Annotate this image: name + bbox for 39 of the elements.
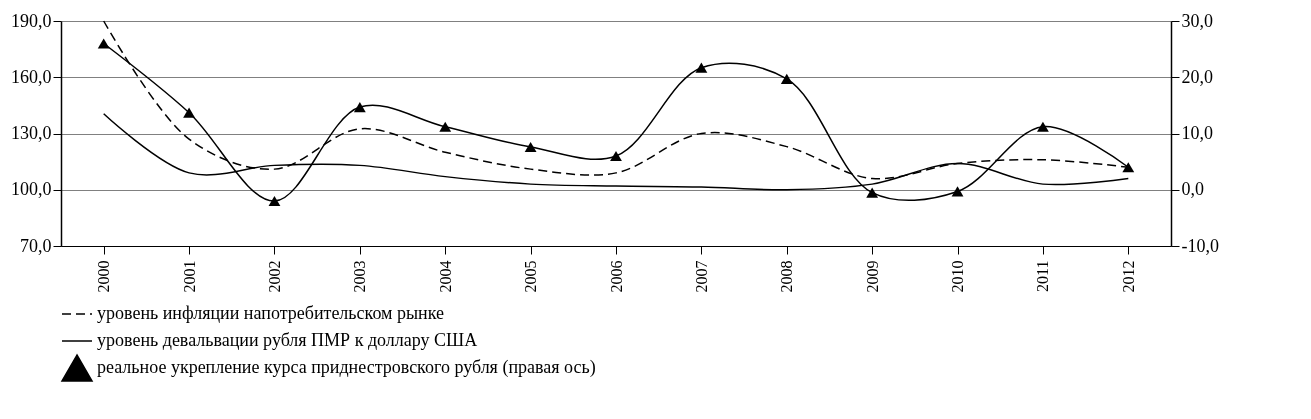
x-tick-label: 2004 — [436, 260, 454, 293]
y2-tick-label: 10,0 — [1181, 123, 1213, 143]
point — [97, 38, 110, 49]
point — [695, 62, 708, 73]
point — [524, 141, 537, 153]
x-tick-label: 2008 — [778, 260, 796, 293]
y2-tick-label: 20,0 — [1181, 66, 1213, 87]
y2-tick-label: -10,0 — [1181, 235, 1219, 256]
x-tick-label: 2006 — [607, 260, 625, 293]
point — [610, 150, 622, 162]
x-tick-label: 2001 — [180, 260, 198, 293]
point — [353, 101, 366, 113]
y2-tick-label: 0,0 — [1181, 179, 1204, 200]
y2-tick-label: 30,0 — [1181, 10, 1213, 31]
point — [951, 186, 964, 197]
x-tick-label: 2009 — [863, 260, 881, 293]
legend-label: уровень девальвации рубля ПМР к доллару США — [97, 330, 478, 350]
legend-label: реальное укрепление курса приднестровского рубля (правая ось) — [97, 357, 596, 378]
point — [866, 187, 879, 198]
point — [183, 107, 195, 118]
y-tick-label: 100,0 — [11, 179, 52, 200]
x-tick-label: 2005 — [522, 260, 540, 293]
point — [780, 73, 793, 85]
point — [268, 195, 281, 207]
x-tick-label: 2011 — [1034, 260, 1052, 292]
point — [439, 121, 452, 132]
y-tick-label: 130,0 — [11, 123, 52, 143]
point — [1122, 162, 1135, 173]
y-tick-label: 160,0 — [11, 66, 52, 87]
x-tick-label: 2002 — [265, 260, 283, 293]
x-tick-label: 2000 — [95, 260, 113, 293]
x-tick-label: 2010 — [949, 260, 967, 293]
point — [1037, 121, 1049, 132]
legend-label: уровень инфляции напотребительском рынке — [97, 303, 444, 323]
x-tick-label: 2012 — [1119, 260, 1137, 293]
x-tick-label: 2007 — [692, 260, 710, 293]
x-tick-label: 2003 — [351, 260, 369, 293]
y-tick-label: 70,0 — [20, 235, 52, 256]
y-tick-label: 190,0 — [11, 10, 52, 31]
